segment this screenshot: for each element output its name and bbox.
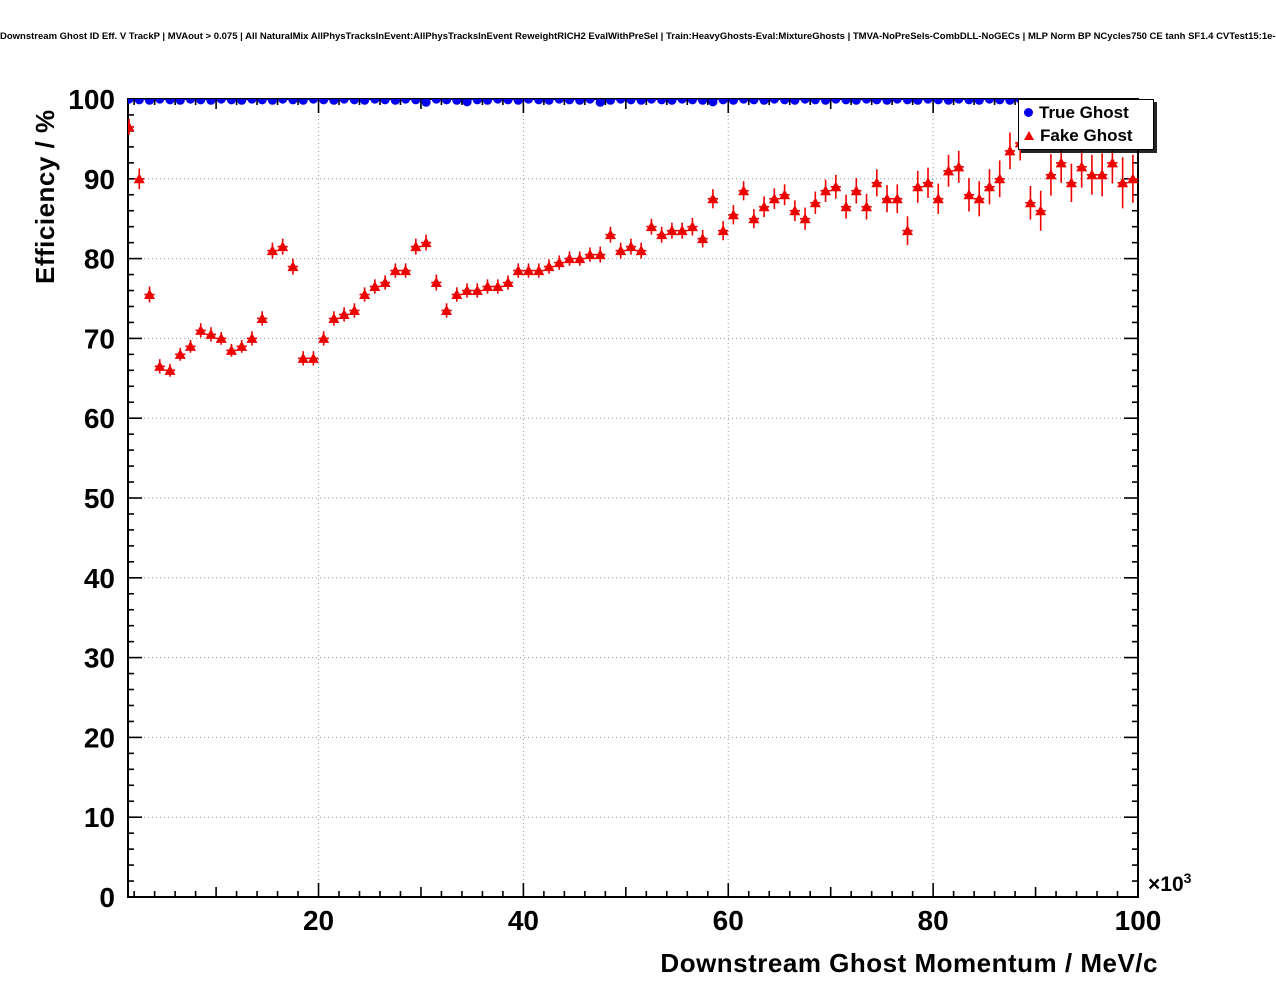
legend-box: True Ghost Fake Ghost [1018, 99, 1154, 150]
y-tick-labels: 0 10 20 30 40 50 60 70 80 90 100 [68, 84, 115, 913]
svg-text:0: 0 [99, 882, 115, 913]
series-fake-ghost [128, 118, 1138, 377]
svg-text:70: 70 [84, 323, 115, 354]
svg-text:90: 90 [84, 164, 115, 195]
grid [128, 99, 1138, 897]
svg-text:100: 100 [1115, 905, 1162, 936]
legend-entry-fake-ghost: Fake Ghost [1019, 124, 1153, 147]
svg-text:80: 80 [918, 905, 949, 936]
svg-text:40: 40 [508, 905, 539, 936]
svg-text:60: 60 [713, 905, 744, 936]
svg-text:40: 40 [84, 563, 115, 594]
svg-text:10: 10 [84, 802, 115, 833]
svg-text:20: 20 [84, 722, 115, 753]
legend-entry-true-ghost: True Ghost [1019, 101, 1153, 124]
svg-text:50: 50 [84, 483, 115, 514]
exponent-power: 3 [1183, 870, 1192, 886]
x-axis-exponent: ×103 [1148, 870, 1191, 897]
exponent-base: ×10 [1148, 873, 1184, 896]
svg-text:30: 30 [84, 643, 115, 674]
svg-text:20: 20 [303, 905, 334, 936]
series-true-ghost [128, 99, 1138, 107]
svg-text:100: 100 [68, 84, 115, 115]
chart-title: Downstream Ghost ID Eff. V TrackP | MVAo… [0, 31, 1276, 42]
legend-label: True Ghost [1039, 102, 1129, 122]
true-ghost-circle-icon [1024, 108, 1033, 117]
legend-label: Fake Ghost [1040, 125, 1133, 145]
x-tick-labels: 20 40 60 80 100 [303, 905, 1161, 936]
svg-text:80: 80 [84, 244, 115, 275]
fake-ghost-triangle-icon [1024, 131, 1034, 140]
x-axis-title: Downstream Ghost Momentum / MeV/c [660, 948, 1158, 978]
y-axis-title: Efficiency / % [30, 109, 60, 284]
svg-text:60: 60 [84, 403, 115, 434]
